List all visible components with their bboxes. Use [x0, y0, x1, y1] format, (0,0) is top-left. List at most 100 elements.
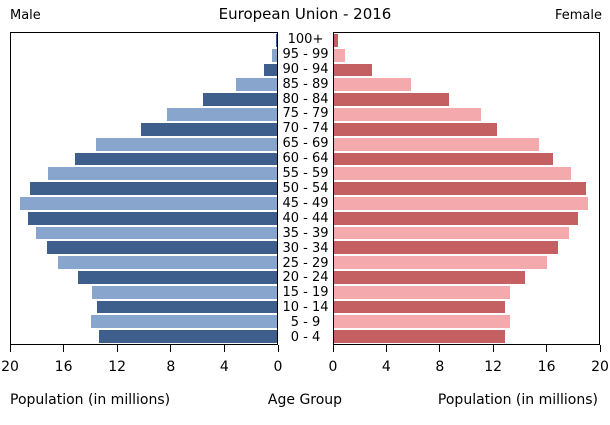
- tick-mark: [277, 345, 279, 352]
- female-header-label: Female: [554, 8, 602, 23]
- age-label: 65 - 69: [282, 136, 329, 152]
- tick-label: 0: [273, 359, 283, 375]
- age-label: 5 - 9: [290, 315, 321, 331]
- tick-mark: [332, 345, 334, 352]
- female-bar: [334, 122, 497, 136]
- male-row-65 - 69: [11, 137, 277, 152]
- tick-mark: [492, 345, 494, 352]
- age-label: 20 - 24: [282, 270, 329, 286]
- tick-mark: [385, 345, 387, 352]
- age-label: 50 - 54: [282, 181, 329, 197]
- male-row-45 - 49: [11, 196, 277, 211]
- female-bar: [334, 182, 586, 195]
- age-label: 75 - 79: [282, 106, 329, 122]
- age-label: 35 - 39: [282, 225, 329, 241]
- age-label: 25 - 29: [282, 255, 329, 271]
- male-row-15 - 19: [11, 285, 277, 300]
- female-bar: [334, 34, 338, 47]
- male-bar: [96, 137, 277, 151]
- male-bar: [90, 315, 277, 329]
- tick-label: 20: [1, 359, 19, 375]
- age-label: 90 - 94: [282, 61, 329, 77]
- male-row-25 - 29: [11, 255, 277, 270]
- female-row-20 - 24: [334, 270, 599, 285]
- chart-title: European Union - 2016: [218, 5, 392, 23]
- female-row-65 - 69: [334, 137, 599, 152]
- male-plot-area: [10, 32, 278, 345]
- tick-mark: [116, 345, 118, 352]
- female-bar: [334, 78, 411, 92]
- female-bar: [334, 300, 505, 314]
- age-label: 15 - 19: [282, 285, 329, 301]
- female-row-30 - 34: [334, 240, 599, 255]
- female-bar: [334, 211, 578, 225]
- male-row-30 - 34: [11, 240, 277, 255]
- male-row-60 - 64: [11, 152, 277, 167]
- female-axis-caption: Population (in millions): [437, 392, 598, 408]
- tick-mark: [63, 345, 65, 352]
- age-label: 70 - 74: [282, 121, 329, 137]
- female-bar: [334, 241, 558, 255]
- female-row-45 - 49: [334, 196, 599, 211]
- male-row-80 - 84: [11, 92, 277, 107]
- male-bar: [36, 226, 277, 240]
- age-label: 55 - 59: [282, 166, 329, 182]
- age-label: 30 - 34: [282, 240, 329, 256]
- male-row-95 - 99: [11, 48, 277, 63]
- tick-mark: [546, 345, 548, 352]
- female-bar: [334, 226, 569, 240]
- female-row-10 - 14: [334, 300, 599, 315]
- male-bar: [235, 78, 277, 92]
- tick-label: 4: [219, 359, 229, 375]
- female-bar: [334, 93, 450, 107]
- female-plot-area: [333, 32, 600, 345]
- male-row-90 - 94: [11, 63, 277, 78]
- female-bar: [334, 152, 553, 166]
- age-label: 95 - 99: [282, 46, 329, 62]
- male-bar: [48, 167, 277, 181]
- female-row-100+: [334, 33, 599, 48]
- male-bar: [74, 152, 277, 166]
- male-bar: [98, 330, 277, 344]
- female-row-55 - 59: [334, 166, 599, 181]
- male-row-55 - 59: [11, 166, 277, 181]
- male-bar: [57, 256, 277, 269]
- male-bar: [46, 241, 277, 255]
- male-bar: [271, 48, 277, 62]
- female-bar: [334, 137, 540, 151]
- male-bar: [97, 300, 277, 314]
- tick-mark: [170, 345, 172, 352]
- female-row-60 - 64: [334, 152, 599, 167]
- male-bar: [92, 285, 277, 299]
- female-row-80 - 84: [334, 92, 599, 107]
- age-group-labels: 100+ 95 - 99 90 - 94 85 - 89 80 - 84 75 - 79 7…: [278, 32, 333, 345]
- male-row-50 - 54: [11, 181, 277, 196]
- female-row-75 - 79: [334, 107, 599, 122]
- tick-mark: [599, 345, 601, 352]
- tick-label: 12: [108, 359, 127, 375]
- tick-mark: [439, 345, 441, 352]
- female-bar: [334, 271, 525, 284]
- age-label: 100+: [287, 31, 324, 47]
- male-row-100+: [11, 33, 277, 48]
- tick-mark: [223, 345, 225, 352]
- male-row-35 - 39: [11, 226, 277, 241]
- tick-label: 8: [166, 359, 176, 375]
- male-row-5 - 9: [11, 314, 277, 329]
- age-label: 45 - 49: [282, 195, 329, 211]
- male-row-0 - 4: [11, 329, 277, 344]
- female-bar: [334, 63, 373, 77]
- female-bars-container: [334, 33, 599, 344]
- male-row-10 - 14: [11, 300, 277, 315]
- tick-label: 16: [537, 359, 556, 375]
- age-label: 85 - 89: [282, 76, 329, 92]
- female-row-40 - 44: [334, 211, 599, 226]
- female-bar: [334, 167, 572, 181]
- male-row-70 - 74: [11, 122, 277, 137]
- male-x-axis: 20 16 12 8 4 0: [1, 345, 282, 387]
- male-row-20 - 24: [11, 270, 277, 285]
- female-row-25 - 29: [334, 255, 599, 270]
- age-group-caption: Age Group: [267, 392, 343, 408]
- tick-label: 20: [591, 359, 609, 375]
